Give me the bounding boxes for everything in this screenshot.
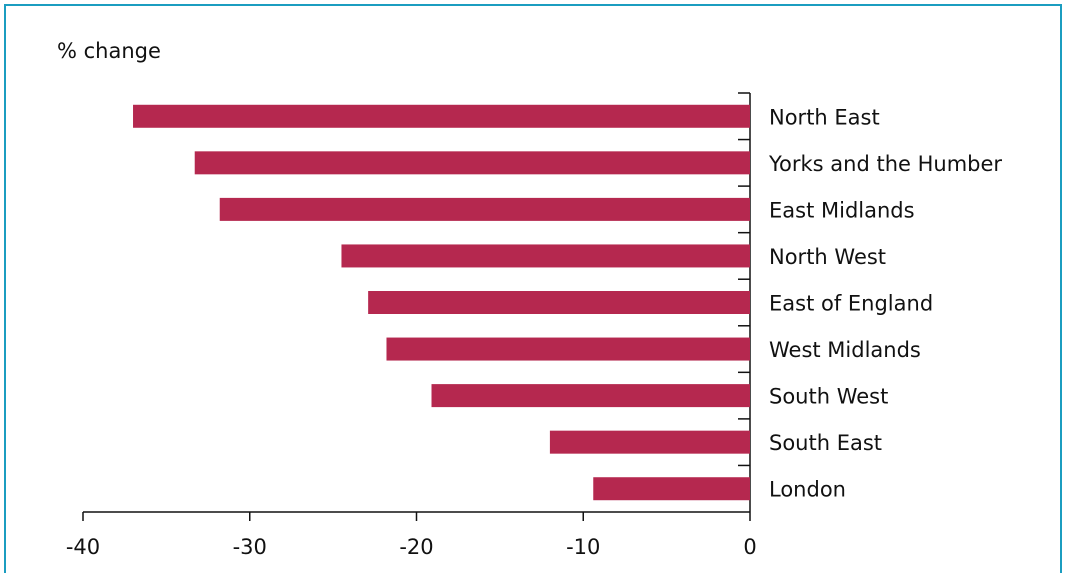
y-tick-label: London <box>769 478 846 502</box>
x-tick-label: -40 <box>66 535 100 559</box>
y-tick-label: Yorks and the Humber <box>768 152 1002 176</box>
y-tick-label: East of England <box>769 292 933 316</box>
bar <box>386 337 750 361</box>
bar <box>368 291 750 314</box>
y-tick-label: North East <box>769 105 880 129</box>
y-tick-label: West Midlands <box>769 338 921 362</box>
y-tick-label: East Midlands <box>769 198 915 222</box>
x-tick-label: -20 <box>399 535 433 559</box>
bar <box>133 104 750 128</box>
frame <box>4 4 1062 573</box>
x-tick-label: -10 <box>566 535 600 559</box>
y-tick-label: North West <box>769 245 886 269</box>
x-tick-label: 0 <box>743 535 756 559</box>
bar <box>341 244 750 268</box>
bar <box>593 477 750 501</box>
bar <box>219 197 751 221</box>
bar <box>549 430 750 454</box>
y-tick-label: South East <box>769 431 882 455</box>
chart-title: % change <box>57 39 161 63</box>
bar <box>194 151 750 175</box>
x-tick-label: -30 <box>233 535 267 559</box>
y-tick-label: South West <box>769 385 888 409</box>
bar <box>431 384 750 408</box>
